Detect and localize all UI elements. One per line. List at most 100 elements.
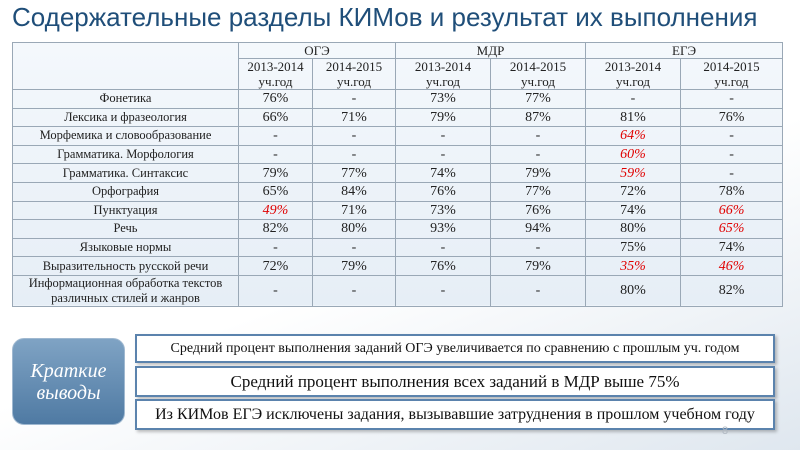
conclusion: Средний процент выполнения заданий ОГЭ у…: [135, 334, 775, 363]
period-unit: уч.год: [714, 74, 749, 89]
conclusion: Из КИМов ЕГЭ исключены задания, вызывавш…: [135, 399, 775, 430]
cell: -: [489, 126, 587, 146]
cell: 35%: [585, 256, 682, 276]
cell: -: [680, 144, 784, 165]
cell: -: [238, 274, 313, 307]
row-label: Грамматика. Морфология: [12, 144, 239, 165]
table-row: Информационная обработка текстов различн…: [12, 274, 784, 307]
period-unit: уч.год: [336, 74, 372, 89]
row-label: Лексика и фразеология: [12, 107, 239, 128]
row-label: Речь: [12, 219, 239, 239]
cell: -: [395, 144, 491, 165]
cell: 74%: [585, 200, 682, 221]
cell: 82%: [238, 219, 313, 239]
cell: 71%: [312, 107, 396, 128]
cell: -: [238, 144, 313, 165]
table-row: Пунктуация 49% 71% 73% 76% 74% 66%: [12, 200, 784, 221]
cell: 76%: [680, 107, 784, 128]
cell: 64%: [585, 126, 682, 146]
cell: 77%: [312, 163, 396, 183]
header-row: ОГЭ МДР ЕГЭ: [12, 42, 784, 90]
group-header: МДР: [394, 42, 587, 59]
table-row: Языковые нормы - - - -75% 74%: [12, 237, 784, 258]
table-row: Фонетика 76% -73% 77% - -: [12, 89, 784, 109]
row-label: Морфемика и словообразование: [12, 126, 239, 146]
cell: 72%: [585, 181, 682, 202]
cell: 75%: [585, 237, 682, 258]
cell: 76%: [395, 256, 491, 276]
cell: 78%: [680, 181, 784, 202]
conclusions-heading: Краткие выводы: [12, 338, 125, 425]
cell: 87%: [489, 107, 587, 128]
period-header: 2013-2014 уч.год: [585, 58, 682, 90]
cell: 49%: [238, 200, 313, 221]
header-row: 2013-2014 уч.год 2014-2015 уч.год 2013-2014 у…: [13, 58, 784, 90]
cell: -: [680, 163, 784, 183]
cell: -: [312, 89, 396, 109]
cell: -: [680, 126, 784, 146]
cell: -: [680, 89, 784, 109]
cell: 94%: [489, 219, 587, 239]
cell: 60%: [585, 144, 682, 165]
period: 2013-2014: [604, 59, 662, 74]
results-table: ОГЭ МДР ЕГЭ 2013-2014 уч.год 2014-2015 уч.год 2…: [12, 42, 784, 307]
row-label: Фонетика: [12, 89, 239, 109]
period: 2013-2014: [414, 59, 472, 74]
period-unit: уч.год: [258, 74, 293, 89]
cell: 73%: [395, 89, 491, 109]
cell: 65%: [680, 219, 784, 239]
row-label: Орфография: [12, 181, 239, 202]
cell: -: [395, 274, 491, 307]
cell: 79%: [489, 256, 587, 276]
cell: 66%: [238, 107, 313, 128]
conclusion: Средний процент выполнения всех заданий …: [135, 366, 775, 397]
cell: 79%: [312, 256, 396, 276]
cell: -: [312, 144, 396, 165]
cell: -: [312, 237, 396, 258]
table-row: Орфография 65% 84% 76% 77% 72% 78%: [12, 181, 784, 202]
row-label: Пунктуация: [12, 200, 239, 221]
table-row: Морфемика и словообразование - - - -64% -: [12, 126, 784, 146]
table-row: Речь 82% 80% 93% 94% 80% 65%: [12, 219, 784, 239]
cell: 74%: [395, 163, 491, 183]
cell: 66%: [680, 200, 784, 221]
cell: 81%: [585, 107, 682, 128]
slide-title: Содержательные разделы КИМов и результат…: [12, 2, 758, 32]
cell: -: [585, 89, 682, 109]
period: 2014-2015: [703, 59, 760, 74]
cell: -: [312, 274, 396, 307]
cell: 73%: [395, 200, 491, 221]
cell: -: [489, 237, 587, 258]
cell: 79%: [395, 107, 491, 128]
table-row: Грамматика. Морфология - - - -60% -: [12, 144, 784, 165]
period-header: 2014-2015 уч.год: [680, 58, 784, 90]
cell: -: [238, 126, 313, 146]
cell: -: [489, 274, 587, 307]
period-unit: уч.год: [520, 74, 556, 89]
period: 2014-2015: [509, 59, 567, 74]
cell: 77%: [489, 89, 587, 109]
cell: 72%: [238, 256, 313, 276]
period: 2013-2014: [247, 59, 304, 74]
row-label: Выразительность русской речи: [12, 256, 239, 276]
cell: 46%: [680, 256, 784, 276]
cell: 79%: [489, 163, 587, 183]
period-unit: уч.год: [615, 74, 651, 89]
cell: 80%: [585, 219, 682, 239]
cell: 76%: [238, 89, 313, 109]
cell: 76%: [489, 200, 587, 221]
cell: -: [489, 144, 587, 165]
row-label: Информационная обработка текстов различн…: [12, 274, 239, 307]
cell: 82%: [680, 274, 784, 307]
cell: 71%: [312, 200, 396, 221]
cell: 59%: [585, 163, 682, 183]
cell: -: [395, 237, 491, 258]
page-number: 8: [722, 425, 729, 437]
cell: 79%: [238, 163, 313, 183]
period-unit: уч.год: [425, 74, 461, 89]
table-row: Лексика и фразеология 66% 71% 79% 87% 81% 76%: [12, 107, 784, 128]
row-label: Языковые нормы: [12, 237, 239, 258]
row-label: Грамматика. Синтаксис: [12, 163, 239, 183]
cell: 76%: [395, 181, 491, 202]
